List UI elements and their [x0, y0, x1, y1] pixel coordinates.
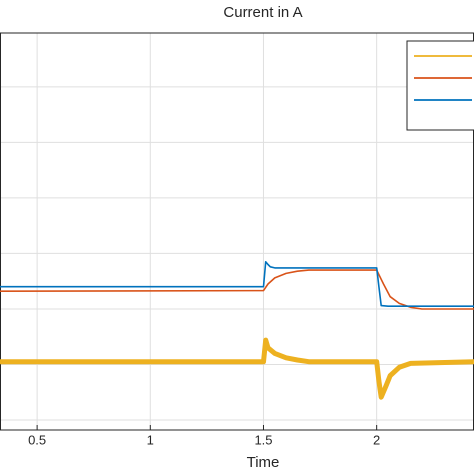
legend — [406, 40, 474, 131]
x-tick-label: 1 — [147, 432, 154, 447]
chart-title: Current in A — [223, 4, 302, 21]
series-line — [0, 269, 474, 310]
series-line — [0, 261, 474, 307]
x-tick-label: 0.5 — [28, 432, 46, 447]
x-axis-label: Time — [247, 454, 280, 471]
x-tick-label: 1.5 — [254, 432, 272, 447]
x-tick-label: 2 — [373, 432, 380, 447]
series-line — [0, 337, 474, 400]
axes-frame — [0, 32, 474, 431]
